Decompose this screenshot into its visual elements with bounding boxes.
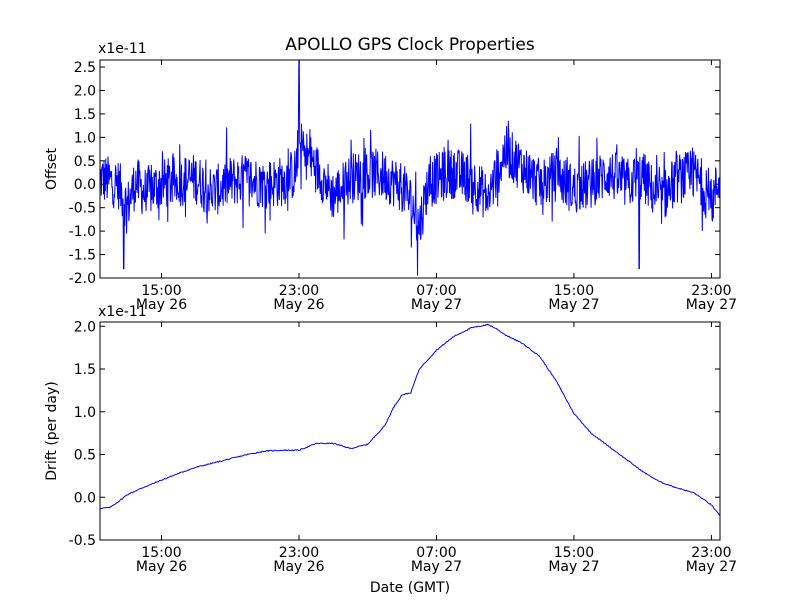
offset-x-tick-time: 23:00 [691,283,731,299]
offset-y-tick-label: -1.5 [69,248,96,264]
chart-title: APOLLO GPS Clock Properties [285,35,535,55]
drift-x-tick-date: May 27 [411,559,462,575]
drift-x-tick-date: May 27 [686,559,737,575]
offset-y-tick-label: -1.0 [69,224,96,240]
offset-y-multiplier: x1e-11 [98,41,147,57]
drift-y-tick-label: 1.5 [74,362,96,378]
offset-plot-frame [99,59,721,279]
offset-y-tick-label: 2.0 [74,83,96,99]
drift-x-tick-time: 23:00 [691,545,731,561]
drift-y-tick-label: 2.0 [74,319,96,335]
drift-y-tick-label: -0.5 [69,533,96,549]
offset-x-tick-date: May 26 [273,297,324,313]
offset-panel: x1e-11 -2.0 -1.5 -1.0 -0.5 0.0 0.5 1.0 1.5 2.0 2.… [44,41,737,313]
drift-y-tick-label: 1.0 [74,405,96,421]
drift-x-tick-time: 15:00 [554,545,594,561]
offset-x-tick-date: May 27 [548,297,599,313]
drift-x-tick-date: May 26 [136,559,187,575]
offset-x-tick-time: 15:00 [554,283,594,299]
offset-y-tick-label: 2.5 [74,60,96,76]
drift-y-axis-label: Drift (per day) [44,381,60,480]
drift-x-tick-time: 15:00 [141,545,181,561]
offset-x-tick-time: 15:00 [141,283,181,299]
x-axis-label: Date (GMT) [370,580,450,596]
offset-y-tick-label: -0.5 [69,201,96,217]
offset-y-tick-label: 1.5 [74,107,96,123]
offset-y-tick-label: 0.5 [74,154,96,170]
offset-x-tick-time: 07:00 [416,283,456,299]
drift-plot-frame [99,321,721,541]
offset-y-axis-label: Offset [44,147,60,190]
drift-y-multiplier: x1e-11 [98,304,147,320]
drift-x-tick-date: May 26 [273,559,324,575]
drift-series-line [99,323,721,516]
offset-x-tick-date: May 27 [686,297,737,313]
offset-y-tick-label: 1.0 [74,130,96,146]
drift-panel: x1e-11 -0.5 0.0 0.5 1.0 1.5 2.0 Drift (per da… [44,304,737,575]
drift-y-tick-label: 0.5 [74,448,96,464]
offset-x-tick-date: May 26 [136,297,187,313]
drift-y-tick-label: 0.0 [74,490,96,506]
drift-x-tick-time: 23:00 [279,545,319,561]
offset-y-tick-label: 0.0 [74,177,96,193]
drift-x-tick-time: 07:00 [416,545,456,561]
drift-x-tick-date: May 27 [548,559,599,575]
offset-x-tick-date: May 27 [411,297,462,313]
offset-series-line [99,59,721,276]
offset-y-tick-label: -2.0 [69,271,96,287]
offset-x-tick-time: 23:00 [279,283,319,299]
